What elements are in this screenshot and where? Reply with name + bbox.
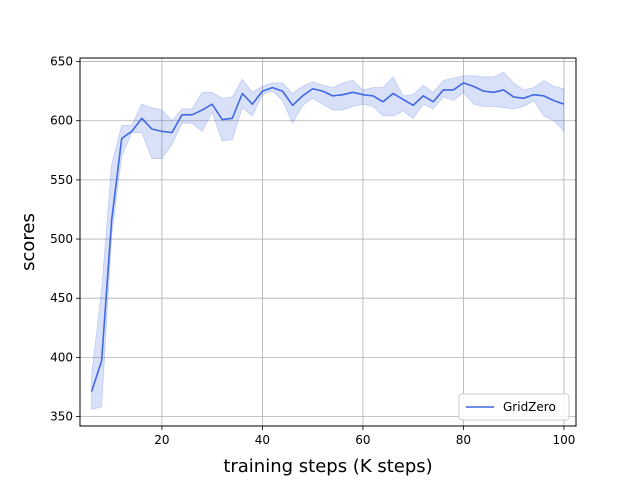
legend-box <box>458 393 570 421</box>
y-tick-label: 400 <box>50 350 73 364</box>
legend-label-gridzero: GridZero <box>503 400 556 414</box>
x-axis-label: training steps (K steps) <box>223 456 432 477</box>
y-tick-label: 600 <box>50 114 73 128</box>
plot-frame <box>79 57 577 427</box>
x-tick-label: 40 <box>255 433 270 447</box>
y-tick-label: 500 <box>50 232 73 246</box>
y-tick-label: 450 <box>50 291 73 305</box>
x-tick-label: 100 <box>552 433 575 447</box>
y-axis-ticks: 350 400 450 500 550 600 650 <box>50 55 80 424</box>
x-tick-label: 20 <box>154 433 169 447</box>
y-tick-label: 650 <box>50 55 73 69</box>
confidence-band-gridzero <box>91 71 565 410</box>
series-line-gridzero <box>90 82 565 392</box>
confidence-bands <box>91 71 565 410</box>
grid-lines <box>80 58 576 426</box>
y-tick-label: 350 <box>50 410 73 424</box>
x-axis-ticks: 20 40 60 80 100 <box>154 426 575 447</box>
y-tick-label: 550 <box>50 173 73 187</box>
x-tick-label: 80 <box>456 433 471 447</box>
y-axis-label: scores <box>18 213 39 271</box>
x-tick-label: 60 <box>355 433 370 447</box>
series-lines <box>90 82 565 392</box>
legend: GridZero <box>458 393 570 421</box>
